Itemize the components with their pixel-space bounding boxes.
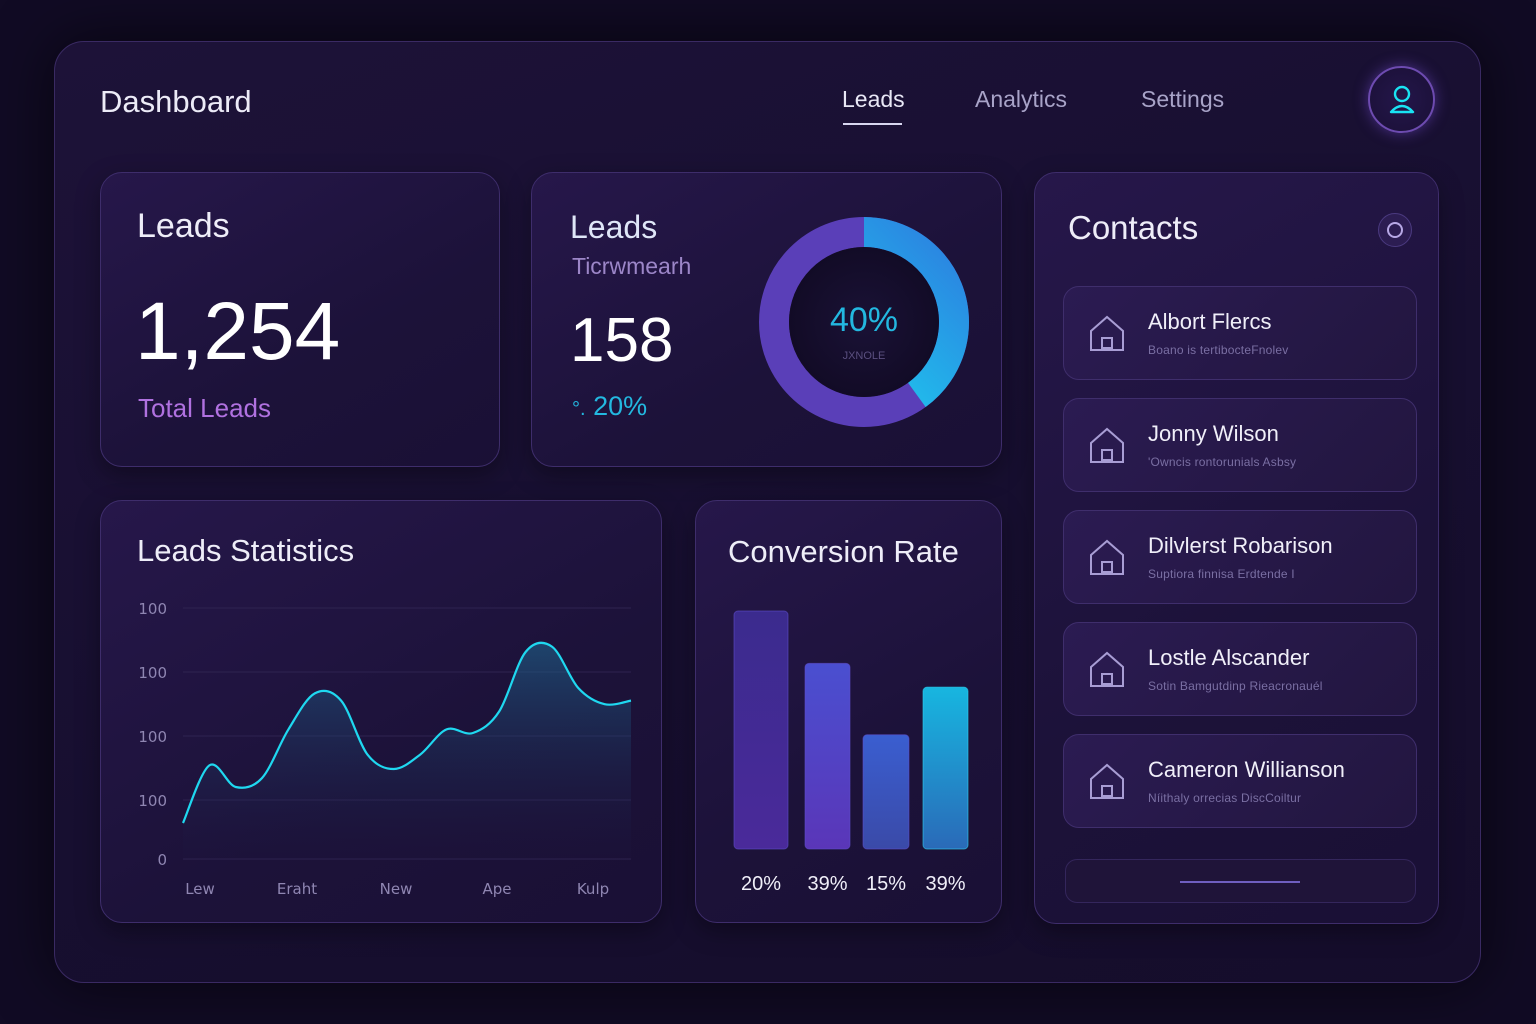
bar-label: 39%: [925, 873, 965, 895]
user-icon: [1389, 85, 1414, 113]
leads-statistics-card: Leads Statistics 100 100 100 100 0 Lew Eraht N…: [100, 500, 662, 923]
leads-donut-chart: 40% JXNOLE: [759, 217, 969, 427]
leads-card: Leads 1,254 Total Leads: [100, 172, 500, 467]
page-title: Dashboard: [100, 84, 252, 119]
bar-label: 39%: [807, 873, 847, 895]
contacts-load-more[interactable]: [1065, 859, 1416, 903]
contact-name: Jonny Wilson: [1148, 421, 1279, 446]
bar[interactable]: [804, 662, 851, 850]
leads-statistics-title: Leads Statistics: [137, 533, 355, 568]
leads-change: °. 20%: [572, 391, 647, 422]
tab-leads[interactable]: Leads: [842, 86, 905, 112]
x-tick-label: Lew: [185, 880, 215, 898]
contact-subtitle: 'Owncis rontorunials Asbsy: [1148, 455, 1297, 469]
donut-value: 40%: [830, 301, 898, 339]
contact-item[interactable]: Jonny Wilson 'Owncis rontorunials Asbsy: [1063, 398, 1417, 492]
contact-subtitle: Boano is tertibocteFnolev: [1148, 343, 1289, 357]
bar-label: 15%: [866, 873, 906, 895]
area-series-line: [181, 641, 632, 824]
leads-donut-subtitle: Ticrwmearh: [572, 253, 692, 279]
leads-statistics-chart: 100 100 100 100 0 Lew Eraht New Ape Kulp: [138, 600, 632, 898]
contact-subtitle: Sotin Bamgutdinp Rieacronauél: [1148, 679, 1323, 693]
area-fill: [183, 642, 631, 859]
avatar[interactable]: [1368, 66, 1435, 133]
contact-name: Cameron Willianson: [1148, 757, 1345, 782]
home-icon: [1090, 651, 1124, 687]
x-tick-label: Kulp: [577, 880, 609, 898]
contact-item[interactable]: Cameron Willianson Níithaly orrecias Dis…: [1063, 734, 1417, 828]
donut-caption: JXNOLE: [843, 350, 886, 362]
contact-item[interactable]: Dilvlerst Robarison Suptiora finnisa Erd…: [1063, 510, 1417, 604]
leads-card-title: Leads: [137, 207, 230, 245]
contact-subtitle: Suptiora finnisa Erdtende I: [1148, 567, 1295, 581]
x-tick-label: Ape: [482, 880, 511, 898]
contact-subtitle: Níithaly orrecias DiscCoiltur: [1148, 791, 1302, 805]
home-icon: [1090, 763, 1124, 799]
circle-icon: [1387, 222, 1403, 238]
bar[interactable]: [862, 734, 910, 850]
y-tick-label: 0: [157, 851, 167, 869]
active-tab-indicator: [843, 123, 902, 125]
bar-label: 20%: [741, 873, 781, 895]
y-tick-label: 100: [138, 792, 167, 810]
contacts-card: Contacts Albort Flercs Boano is tertiboc…: [1034, 172, 1439, 924]
y-tick-label: 100: [138, 600, 167, 618]
contact-name: Albort Flercs: [1148, 309, 1272, 334]
tab-analytics[interactable]: Analytics: [975, 86, 1068, 112]
leads-donut-card: Leads Ticrwmearh 158 °. 20% 40% JXNOLE: [531, 172, 1002, 467]
tab-settings[interactable]: Settings: [1141, 86, 1225, 112]
donut-center: [789, 247, 939, 397]
total-leads-value: 1,254: [135, 286, 341, 377]
bar[interactable]: [922, 686, 969, 850]
home-icon: [1090, 427, 1124, 463]
y-tick-label: 100: [138, 664, 167, 682]
donut-progress-arc: [759, 217, 969, 427]
home-icon: [1090, 315, 1124, 351]
load-more-bar: [1180, 881, 1300, 883]
conversion-rate-title: Conversion Rate: [728, 534, 959, 569]
contact-name: Lostle Alscander: [1148, 645, 1310, 670]
leads-change-value: 20%: [593, 391, 648, 421]
contact-name: Dilvlerst Robarison: [1148, 533, 1333, 558]
x-tick-label: Eraht: [277, 880, 317, 898]
leads-donut-value: 158: [570, 306, 674, 375]
x-tick-label: New: [380, 880, 413, 898]
conversion-rate-card: Conversion Rate 20% 39% 15% 39%: [695, 500, 1002, 923]
home-icon: [1090, 539, 1124, 575]
contacts-options-button[interactable]: [1378, 213, 1412, 247]
change-marker: °.: [572, 398, 586, 420]
total-leads-label: Total Leads: [138, 393, 271, 423]
leads-donut-title: Leads: [570, 209, 658, 245]
contact-item[interactable]: Lostle Alscander Sotin Bamgutdinp Rieacr…: [1063, 622, 1417, 716]
conversion-rate-chart: 20% 39% 15% 39%: [733, 610, 969, 895]
contacts-title: Contacts: [1068, 209, 1199, 246]
contact-item[interactable]: Albort Flercs Boano is tertibocteFnolev: [1063, 286, 1417, 380]
y-tick-label: 100: [138, 728, 167, 746]
bar[interactable]: [733, 610, 789, 850]
